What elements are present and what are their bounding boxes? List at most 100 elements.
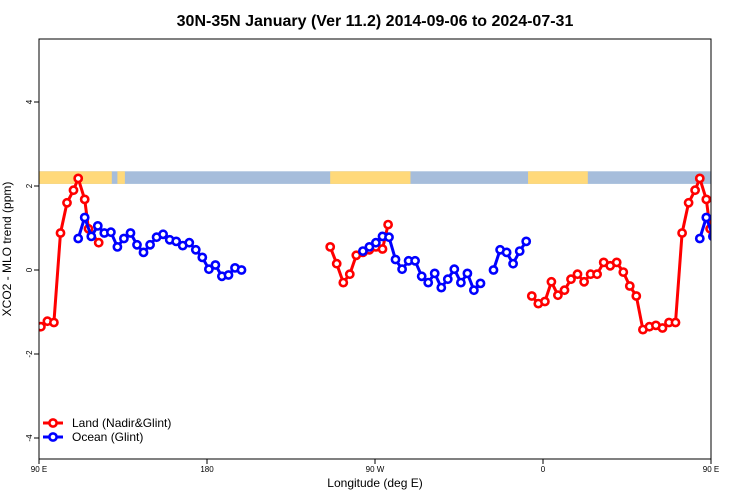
series-0-point-2-23 [677,228,687,238]
series-0-point-2-8 [579,276,589,287]
series-1-point-3-4 [722,229,729,236]
series-1-point-3-2 [708,231,711,241]
series-0-point-2-2 [540,296,550,307]
series-0-point-2-7 [572,269,583,280]
x-tick-label-0: 90 E [31,465,47,474]
series-1-point-1-2 [370,237,381,248]
series-0-point-0-3 [55,228,66,238]
series-0-point-2-14 [618,267,629,277]
series-1-point-0-23 [223,270,234,280]
series-1-point-2-2 [501,247,512,258]
series-0-point-2-22 [670,317,681,328]
y-tick-label-4: 4 [25,99,34,104]
series-1-point-2-4 [514,246,525,256]
chart-title: 30N-35N January (Ver 11.2) 2014-09-06 to… [177,13,574,30]
series-1-point-0-18 [190,244,201,255]
land-band-4 [711,171,750,184]
series-0-point-1-1 [331,258,342,269]
series-0-point-2-5 [559,285,570,296]
series-1-point-0-21 [210,260,221,270]
series-0-point-0-2 [49,317,59,328]
series-1-point-1-13 [442,274,453,285]
series-1-point-0-10 [138,247,149,258]
series-1-point-3-1 [701,212,711,223]
x-axis-ticks: 90 E 180 90 W 0 90 E [31,459,719,474]
series-1-point-2-5 [521,236,532,247]
series-0-point-2-4 [553,290,563,301]
legend-label-0: Land (Nadir&Glint) [72,416,171,430]
series-1-point-1-14 [449,264,460,275]
series-0-point-2-3 [546,276,557,287]
series-1-point-0-11 [145,239,155,250]
series-0-point-0-7 [79,194,90,205]
x-tick-label-4: 90 E [703,465,719,474]
series-1-point-0-2 [86,231,97,242]
x-tick-label-2: 90 W [366,465,385,474]
series-1-point-1-6 [397,264,407,275]
series-1-point-1-17 [468,285,479,296]
y-tick-label-1: -2 [25,350,34,358]
series-1-point-0-9 [132,239,142,250]
series-1-point-3-5 [729,229,736,236]
series-1-point-1-12 [436,282,447,293]
series-1-point-3-0 [694,233,705,244]
series-1-point-1-8 [410,255,420,266]
series-1-point-3-7 [742,235,749,242]
series-0-point-1-9 [383,219,393,230]
series-0-point-0-4 [62,197,72,208]
series-0-point-0-0 [39,321,46,332]
legend-label-1: Ocean (Glint) [72,430,143,444]
series-1-point-0-25 [236,265,247,275]
x-tick-label-1: 180 [200,465,214,474]
series-0-point-2-10 [592,269,602,280]
series-0-point-2-20 [657,323,668,333]
legend-marker-0 [48,418,58,428]
series-1-point-1-4 [384,232,394,243]
series-0-point-0-6 [73,173,84,184]
legend: Land (Nadir&Glint)Ocean (Glint) [43,416,171,444]
series-0-point-2-6 [566,274,576,285]
series-1-point-1-11 [429,268,440,279]
series-1-point-0-6 [112,241,123,252]
series-1-point-2-0 [488,265,499,275]
series-0-point-2-16 [631,291,642,301]
series-0-point-0-9 [93,237,104,248]
series-0-point-2-27 [701,194,711,205]
series-1-point-1-18 [475,278,486,289]
y-tick-label-2: 0 [25,267,34,272]
series-0-point-2-29 [717,239,724,246]
series-1-point-0-5 [106,227,116,238]
series-layer [39,173,749,335]
series-1-point-1-10 [423,277,434,288]
series-1-point-1-5 [390,254,401,265]
series-1-point-0-13 [158,229,168,240]
series-0-point-2-0 [526,291,537,301]
legend-marker-1 [48,432,58,442]
series-1-point-1-1 [364,241,375,252]
series-1-point-0-20 [203,264,214,275]
series-1-point-0-7 [119,233,129,244]
series-0-point-1-2 [338,277,349,288]
series-1-line-3 [698,216,711,239]
series-0-point-1-3 [344,269,355,280]
land-band-3 [528,171,588,184]
series-0-point-2-26 [694,173,705,184]
series-0-point-0-5 [68,185,79,196]
series-0 [39,173,724,335]
land-band-2 [330,171,411,184]
series-0-point-1-8 [377,244,388,254]
series-1-point-0-8 [125,228,136,238]
series-0-point-2-13 [611,257,622,268]
series-1-point-2-3 [508,258,518,269]
series-1-point-0-0 [73,233,84,244]
series-1-point-3-6 [735,243,742,250]
land-band-1 [117,171,125,184]
land-ocean-strip [39,171,750,184]
y-tick-label-3: 2 [25,183,34,188]
series-1-point-0-17 [184,237,195,248]
series-1-point-0-1 [79,212,90,223]
series-1-point-1-15 [455,277,466,288]
series-1-point-1-0 [357,246,368,256]
series-1-point-1-9 [416,271,427,282]
